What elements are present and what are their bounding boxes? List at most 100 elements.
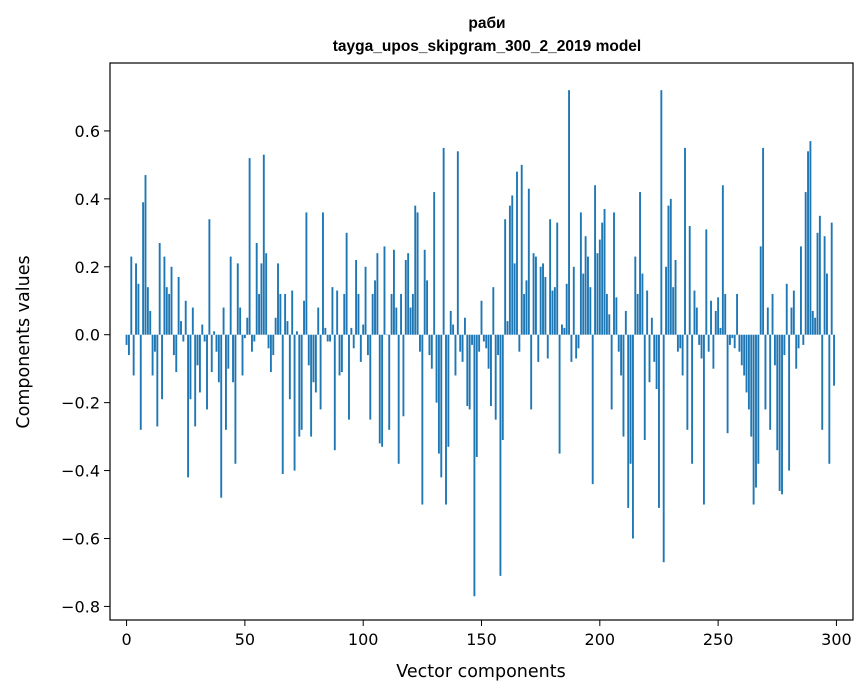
bar-213: [629, 334, 632, 464]
bar-242: [698, 334, 701, 345]
bar-268: [759, 246, 762, 335]
bar-145: [468, 334, 471, 410]
bar-178: [546, 334, 549, 359]
bar-188: [570, 334, 573, 362]
bar-285: [800, 246, 802, 335]
y-tick-label-5: 0.2: [75, 258, 100, 277]
bar-150: [480, 300, 483, 335]
bar-281: [790, 307, 793, 335]
bar-18: [168, 293, 171, 335]
bar-236: [684, 147, 686, 335]
bar-33: [203, 334, 206, 342]
bar-247: [710, 300, 712, 335]
bar-205: [610, 334, 613, 410]
bar-114: [395, 307, 398, 335]
bar-70: [291, 290, 294, 335]
bar-41: [222, 307, 225, 335]
bar-140: [456, 151, 459, 335]
bar-292: [816, 232, 819, 335]
bar-141: [459, 334, 462, 352]
bar-218: [641, 273, 644, 335]
bars-group: [125, 90, 836, 597]
bar-148: [475, 334, 478, 457]
bar-159: [501, 334, 504, 440]
y-tick-label-7: 0.6: [75, 122, 100, 141]
bar-254: [726, 334, 729, 434]
bar-94: [348, 334, 350, 420]
bar-170: [527, 188, 530, 335]
bar-85: [326, 334, 329, 342]
bar-82: [319, 334, 322, 410]
bar-201: [601, 222, 604, 335]
bar-169: [525, 280, 528, 335]
x-tick-label-150: 150: [466, 630, 497, 649]
bar-219: [643, 334, 646, 440]
bar-95: [350, 327, 353, 335]
bar-90: [338, 334, 341, 376]
bar-237: [686, 334, 689, 430]
bar-217: [639, 192, 641, 335]
bar-144: [466, 334, 469, 407]
bar-136: [447, 334, 450, 447]
bar-99: [359, 334, 362, 362]
bar-67: [284, 293, 287, 335]
bar-137: [449, 310, 452, 335]
bar-51: [246, 317, 249, 335]
bar-261: [743, 334, 746, 376]
bar-107: [378, 334, 381, 444]
y-axis-ticks: −0.8 −0.6 −0.4 −0.2 0.0 0.2 0.4 0.6: [61, 122, 110, 616]
bar-248: [712, 334, 715, 369]
bar-155: [492, 287, 495, 335]
bar-88: [333, 334, 336, 451]
bar-252: [721, 185, 724, 335]
bar-166: [518, 334, 521, 352]
bar-143: [463, 317, 466, 335]
bar-256: [731, 334, 734, 339]
bar-123: [416, 212, 419, 335]
bar-161: [506, 321, 509, 335]
bar-98: [357, 293, 360, 335]
bar-117: [402, 334, 405, 417]
bar-204: [608, 314, 611, 335]
bar-128: [428, 334, 431, 356]
bar-278: [783, 334, 786, 356]
bar-171: [530, 334, 533, 410]
bar-210: [622, 334, 625, 437]
x-tick-label-250: 250: [703, 630, 734, 649]
bar-86: [329, 334, 331, 342]
bar-7: [142, 202, 145, 335]
bar-270: [764, 334, 767, 410]
bar-4: [135, 263, 137, 335]
bar-23: [180, 321, 182, 335]
bar-11: [151, 334, 154, 376]
bar-104: [371, 293, 374, 335]
bar-191: [577, 334, 580, 349]
bar-47: [236, 263, 239, 335]
x-tick-label-50: 50: [235, 630, 255, 649]
bar-297: [828, 334, 831, 464]
x-tick-label-0: 0: [121, 630, 131, 649]
bar-48: [239, 307, 242, 335]
bar-183: [558, 334, 561, 454]
bar-154: [490, 334, 492, 407]
bar-75: [303, 300, 305, 335]
bar-38: [215, 334, 218, 352]
bar-79: [312, 334, 315, 383]
bar-168: [523, 293, 526, 335]
bar-57: [260, 263, 263, 335]
bar-220: [646, 290, 649, 335]
bar-73: [298, 334, 301, 437]
bar-228: [665, 266, 668, 335]
bar-147: [473, 334, 476, 597]
bar-197: [591, 334, 594, 485]
bar-291: [814, 317, 817, 335]
bar-216: [636, 293, 639, 335]
bar-215: [634, 256, 637, 335]
bar-32: [201, 324, 204, 335]
bar-269: [762, 147, 765, 335]
bar-275: [776, 334, 779, 451]
bar-287: [804, 192, 807, 335]
bar-203: [605, 293, 608, 335]
